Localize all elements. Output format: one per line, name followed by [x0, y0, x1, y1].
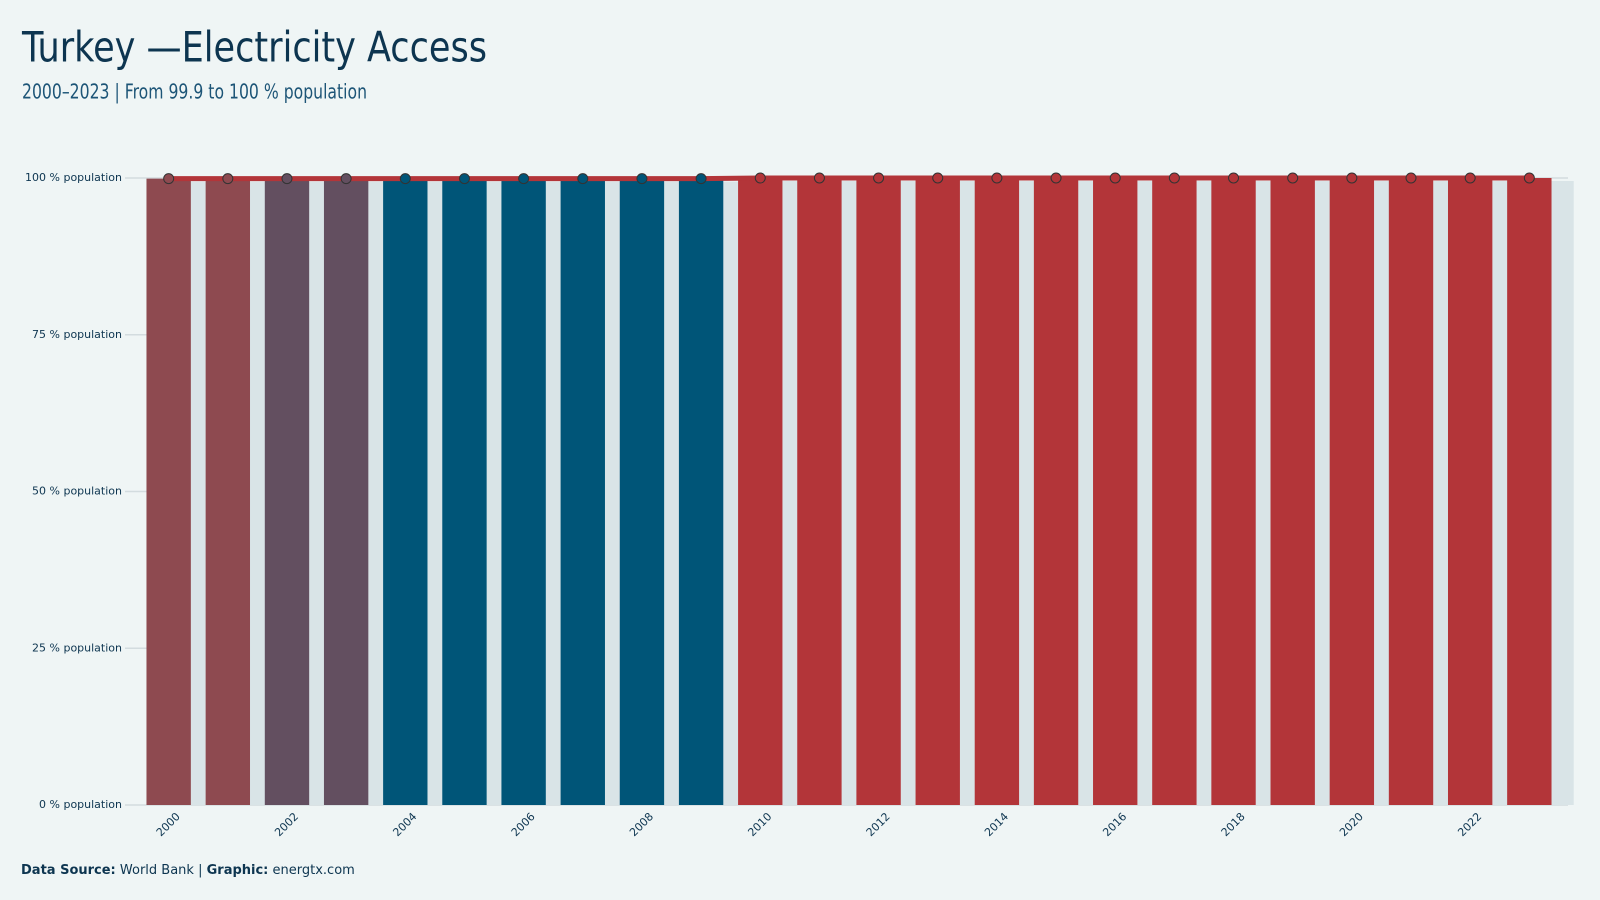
point	[577, 173, 589, 185]
bar	[915, 178, 960, 805]
bar	[1447, 178, 1493, 805]
bar	[1093, 178, 1138, 805]
point	[163, 173, 175, 185]
point	[1346, 172, 1358, 184]
point	[932, 172, 944, 184]
source: Data Source: World Bank | Graphic: energ…	[21, 863, 355, 878]
bar	[619, 178, 665, 805]
point	[636, 173, 648, 185]
bar	[1211, 178, 1256, 805]
point	[340, 173, 352, 185]
point	[1464, 172, 1476, 184]
bar	[797, 178, 842, 805]
bar	[560, 178, 605, 805]
point	[1405, 172, 1417, 184]
y-tick-label: 100 % population	[25, 171, 122, 184]
point	[873, 172, 885, 184]
bar	[1329, 178, 1375, 805]
point	[991, 172, 1003, 184]
y-tick-label: 25 % population	[32, 641, 122, 654]
bar	[1507, 178, 1552, 805]
bar	[205, 178, 251, 805]
bar	[1270, 178, 1315, 805]
bar	[146, 178, 191, 805]
plot: 0 % population 25 % population 50 % popula…	[25, 171, 1574, 839]
chart-subtitle: 2000–2023 | From 99.9 to 100 % populatio…	[22, 80, 367, 104]
bar	[323, 178, 369, 805]
point	[518, 173, 530, 185]
y-tick-label: 75 % population	[32, 328, 122, 341]
bar	[501, 178, 546, 805]
graphic-text: energtx.com	[273, 863, 355, 878]
point	[1109, 172, 1121, 184]
y-tick-label: 50 % population	[32, 485, 122, 498]
point	[1287, 172, 1299, 184]
point	[1228, 172, 1240, 184]
point	[1168, 172, 1180, 184]
point	[1050, 172, 1062, 184]
point	[754, 172, 766, 184]
bar	[1388, 178, 1434, 805]
bar	[383, 178, 428, 805]
point	[399, 173, 411, 185]
point	[458, 173, 470, 185]
source-label: Data Source:	[21, 863, 116, 878]
bar	[1152, 178, 1197, 805]
chart-title: Turkey —Electricity Access	[21, 23, 487, 72]
bar	[738, 178, 783, 805]
y-tick-label: 0 % population	[39, 798, 122, 811]
bar	[442, 178, 487, 805]
line	[168, 175, 1530, 182]
bar	[1033, 178, 1079, 805]
bar	[974, 178, 1020, 805]
source-text: World Bank |	[120, 863, 203, 878]
point	[813, 172, 825, 184]
point	[1523, 172, 1535, 184]
bar	[856, 178, 901, 805]
graphic-label: Graphic:	[207, 863, 269, 878]
point	[695, 173, 707, 185]
bar	[678, 178, 724, 805]
point	[222, 173, 234, 185]
bar	[264, 178, 310, 805]
point	[281, 173, 293, 185]
